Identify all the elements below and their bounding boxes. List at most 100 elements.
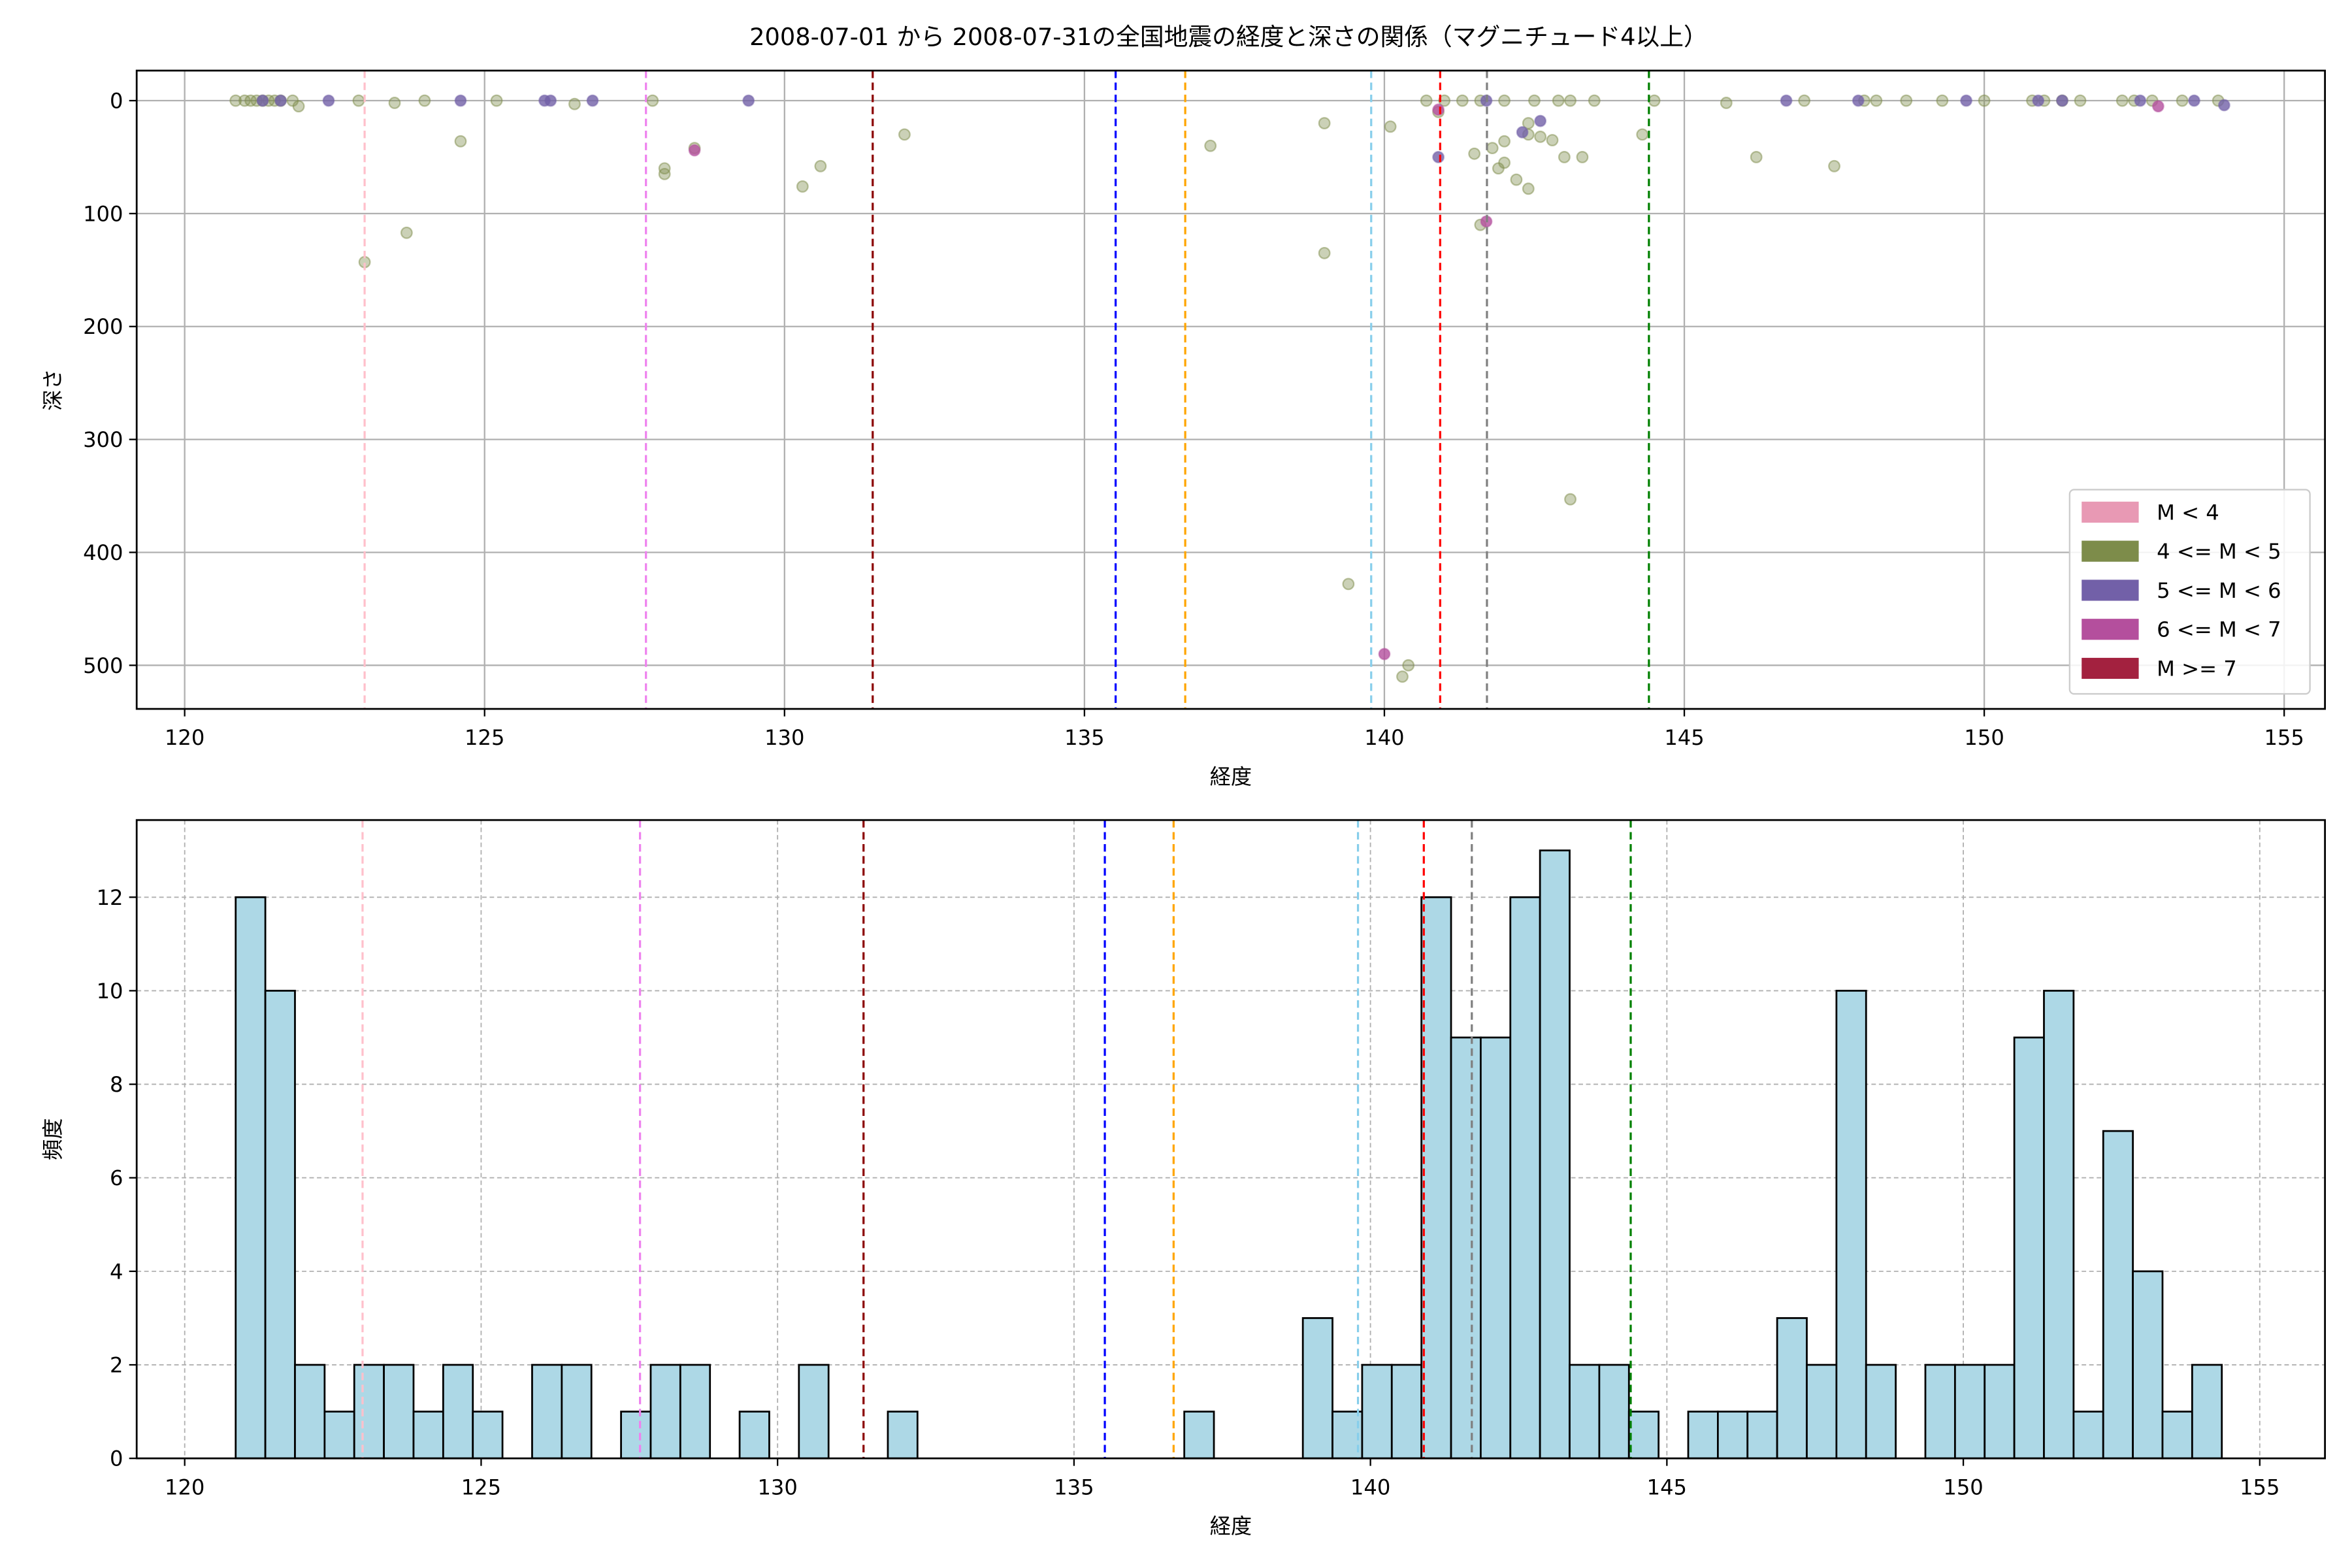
histogram-bar (2013, 1036, 2045, 1460)
scatter-point (2217, 99, 2230, 112)
scatter-point (1384, 120, 1397, 133)
scatter-point (1528, 94, 1541, 107)
histogram-bar (1953, 1364, 1986, 1460)
scatter-point (1396, 670, 1409, 683)
y-tick-label: 200 (83, 314, 123, 339)
legend-label: M < 4 (2157, 500, 2219, 525)
histogram-bar (1450, 1036, 1482, 1460)
scatter-point (256, 94, 269, 107)
scatter-point (1498, 156, 1511, 169)
histogram-bar (1746, 1411, 1778, 1460)
y-tick-label: 100 (83, 201, 123, 226)
scatter-point (1720, 97, 1733, 109)
histogram-bar (1183, 1411, 1215, 1460)
legend-swatch (2082, 540, 2139, 562)
histogram-bar (383, 1364, 415, 1460)
scatter-point (454, 94, 467, 107)
scatter-point (1456, 94, 1469, 107)
scatter-point (742, 94, 755, 107)
scatter-point (2115, 94, 2129, 107)
y-tick-label: 500 (83, 653, 123, 678)
histogram-bar (323, 1411, 355, 1460)
scatter-point (1432, 103, 1445, 116)
legend-swatch (2082, 580, 2139, 601)
scatter-point (1780, 94, 1793, 107)
x-tick-label: 150 (1964, 725, 2004, 750)
scatter-point (586, 94, 599, 107)
scatter-point (2134, 94, 2147, 107)
legend-label: 6 <= M < 7 (2157, 617, 2281, 642)
scatter-point (568, 97, 581, 110)
scatter-point (1852, 94, 1865, 107)
scatter-point (322, 94, 335, 107)
histogram-bar (1539, 849, 1571, 1460)
scatter-point (1552, 94, 1565, 107)
scatter-point (352, 94, 365, 107)
scatter-point (2074, 94, 2087, 107)
scatter-point (1318, 246, 1331, 259)
histogram-bar (1509, 896, 1541, 1460)
legend-label: 4 <= M < 5 (2157, 539, 2281, 564)
scatter-point (1432, 151, 1445, 163)
scatter-point (1534, 114, 1547, 127)
scatter-point (454, 135, 467, 148)
x-tick-label: 145 (1647, 1475, 1687, 1499)
scatter-point (1546, 134, 1559, 146)
scatter-point (229, 94, 242, 107)
scatter-point (1498, 94, 1511, 107)
y-tick-label: 2 (110, 1353, 123, 1378)
y-axis-label: 深さ (41, 368, 65, 410)
histogram-bar (1480, 1036, 1512, 1460)
y-tick-label: 8 (110, 1072, 123, 1097)
y-tick-label: 4 (110, 1259, 123, 1284)
scatter-point (1960, 94, 1972, 107)
x-tick-label: 125 (465, 725, 504, 750)
scatter-point (1516, 126, 1529, 139)
scatter-point (1648, 94, 1661, 107)
legend-swatch (2082, 501, 2139, 523)
x-tick-label: 155 (2240, 1475, 2279, 1499)
scatter-point (2032, 94, 2045, 107)
histogram-bar (1627, 1411, 1660, 1460)
scatter-point (1378, 647, 1391, 661)
histogram-bar (1806, 1364, 1838, 1460)
legend-swatch (2082, 619, 2139, 640)
scatter-point (1522, 182, 1535, 195)
scatter-point (1468, 147, 1481, 160)
y-tick-label: 400 (83, 540, 123, 565)
histogram-bar (649, 1364, 681, 1460)
scatter-point (1342, 578, 1355, 591)
scatter-point (658, 167, 671, 180)
scatter-point (898, 128, 911, 141)
scatter-point (1798, 94, 1811, 107)
histogram-bar (2072, 1411, 2104, 1460)
histogram-bar (1717, 1411, 1749, 1460)
histogram-bar (1924, 1364, 1956, 1460)
scatter-point (1420, 94, 1433, 107)
histogram-bar (2102, 1130, 2134, 1460)
scatter-point (2176, 94, 2189, 107)
scatter-point (814, 159, 827, 172)
scatter-point (1900, 94, 1913, 107)
scatter-point (1636, 128, 1649, 141)
scatter-point (1486, 142, 1499, 155)
y-axis-label: 頻度 (41, 1118, 65, 1160)
scatter-point (1978, 94, 1991, 107)
histogram-bar (442, 1364, 474, 1460)
scatter-point (1576, 151, 1589, 163)
scatter-point (1498, 135, 1511, 148)
histogram-bar (1598, 1364, 1630, 1460)
x-tick-label: 135 (1064, 725, 1104, 750)
histogram-bar (679, 1364, 711, 1460)
histogram-bar (620, 1411, 652, 1460)
x-tick-label: 130 (757, 1475, 797, 1499)
histogram-bar (353, 1364, 385, 1460)
histogram-bar (2043, 990, 2075, 1460)
legend-label: M >= 7 (2157, 656, 2237, 681)
x-tick-label: 135 (1054, 1475, 1094, 1499)
histogram-bar (1361, 1364, 1393, 1460)
scatter-point (1522, 117, 1535, 130)
y-tick-label: 0 (110, 89, 123, 114)
